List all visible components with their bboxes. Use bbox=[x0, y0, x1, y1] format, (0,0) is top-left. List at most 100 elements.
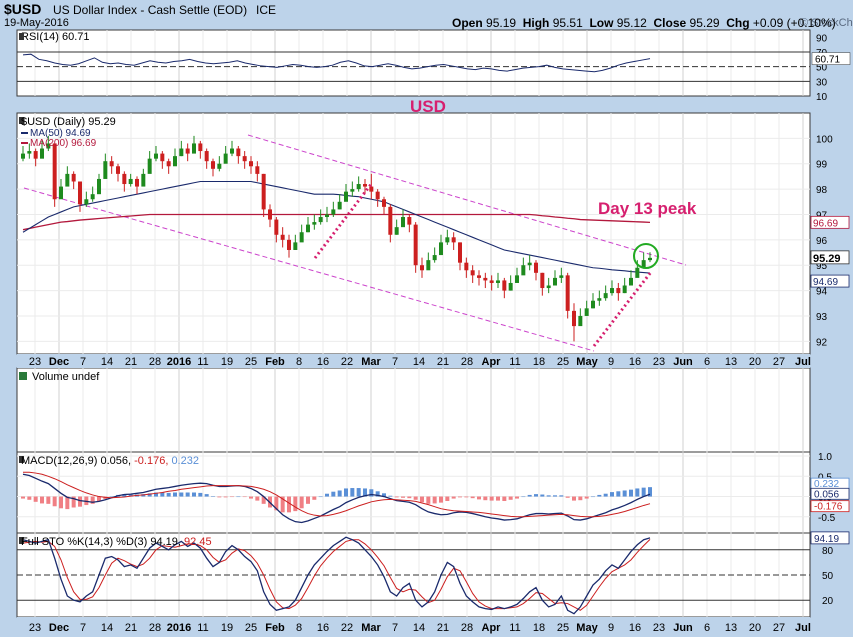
macd-histogram-bar bbox=[122, 494, 127, 497]
macd-histogram-bar bbox=[192, 492, 196, 497]
macd-histogram-bar bbox=[78, 496, 82, 507]
candle-body bbox=[483, 277, 488, 281]
trendline-left bbox=[313, 182, 374, 259]
candle-body bbox=[109, 161, 114, 167]
x-axis-bottom-tick-label: Apr bbox=[482, 622, 502, 634]
x-axis-top-tick-label: 7 bbox=[80, 356, 86, 368]
candle-body bbox=[382, 199, 386, 207]
candle-body bbox=[103, 161, 108, 179]
macd-histogram-bar bbox=[65, 496, 70, 510]
macd-histogram-bar bbox=[21, 496, 25, 499]
candle-body bbox=[71, 173, 76, 182]
candle-body bbox=[204, 151, 209, 162]
macd-histogram-bar bbox=[33, 496, 38, 502]
candle-body bbox=[318, 217, 323, 223]
x-axis-bottom-tick-label: Jul bbox=[795, 622, 811, 634]
candle-body bbox=[122, 173, 127, 185]
macd-histogram-bar bbox=[464, 496, 469, 498]
x-axis-top-tick-label: 11 bbox=[509, 356, 520, 368]
ma50-last-label: 94.69 bbox=[813, 277, 838, 288]
candle-body bbox=[641, 260, 646, 268]
macd-histogram-bar bbox=[565, 496, 570, 498]
price-y-tick: 98 bbox=[816, 185, 828, 196]
x-axis-bottom-tick-label: 14 bbox=[413, 622, 425, 634]
sto-legend-marker bbox=[19, 537, 24, 544]
last-close-label: 95.29 bbox=[813, 253, 841, 265]
macd-histogram-bar bbox=[629, 489, 633, 497]
macd-histogram-bar bbox=[375, 491, 380, 497]
candle-body bbox=[394, 227, 399, 235]
x-axis-top-tick-label: 21 bbox=[437, 356, 449, 368]
candle-body bbox=[451, 237, 456, 243]
macd-histogram-bar bbox=[401, 496, 405, 498]
macd-histogram-bar bbox=[413, 496, 418, 500]
candle-body bbox=[160, 153, 165, 162]
candle-body bbox=[236, 148, 241, 157]
candle-body bbox=[173, 156, 177, 167]
macd-histogram-bar bbox=[59, 496, 63, 509]
macd-histogram-bar bbox=[27, 496, 32, 500]
macd-histogram-bar bbox=[597, 494, 602, 497]
candle-body bbox=[306, 224, 310, 233]
macd-histogram-bar bbox=[223, 496, 228, 498]
x-axis-top-tick-label: 11 bbox=[197, 356, 208, 368]
x-axis-top-tick-label: 13 bbox=[725, 356, 737, 368]
candle-body bbox=[521, 265, 526, 276]
rsi-y-tick: 30 bbox=[816, 77, 828, 88]
macd-histogram-bar bbox=[363, 488, 367, 497]
candle-body bbox=[375, 191, 380, 200]
macd-histogram-bar bbox=[274, 496, 279, 511]
candle-body bbox=[464, 262, 469, 271]
x-axis-bottom-tick-label: 11 bbox=[509, 622, 520, 634]
x-axis-top-tick-label: 16 bbox=[317, 356, 329, 368]
macd-legend-marker bbox=[19, 456, 24, 463]
macd-histogram-bar bbox=[407, 496, 412, 499]
macd-histogram-bar bbox=[496, 496, 500, 501]
candle-body bbox=[21, 153, 25, 159]
macd-y-tick: -0.5 bbox=[818, 513, 836, 524]
macd-histogram-bar bbox=[147, 493, 152, 497]
macd-histogram-bar bbox=[534, 494, 538, 497]
x-axis-top-tick-label: 16 bbox=[629, 356, 641, 368]
rsi-legend-marker bbox=[19, 33, 24, 40]
macd-last-box bbox=[810, 487, 850, 500]
rsi-y-tick: 10 bbox=[816, 92, 828, 103]
candle-body bbox=[559, 275, 564, 278]
x-axis-bottom-tick-label: 7 bbox=[392, 622, 398, 634]
candle-body bbox=[223, 153, 228, 164]
candle-body bbox=[312, 222, 317, 225]
volume-panel bbox=[16, 367, 811, 453]
high-label: High bbox=[522, 16, 550, 30]
macd-histogram-bar bbox=[521, 496, 526, 498]
peak-circle bbox=[633, 243, 659, 269]
candle-body bbox=[369, 186, 374, 192]
x-axis-bottom-tick-label: 27 bbox=[773, 622, 785, 634]
x-axis-top-tick-label: 19 bbox=[221, 356, 233, 368]
price-panel bbox=[16, 112, 811, 355]
macd-histogram-bar bbox=[559, 495, 564, 497]
macd-histogram-bar bbox=[185, 492, 190, 497]
macd-signal-last-box bbox=[810, 500, 850, 513]
macd-histogram-bar bbox=[154, 492, 158, 497]
candle-body bbox=[388, 206, 393, 235]
macd-histogram-bar bbox=[242, 496, 247, 498]
macd-histogram-bar bbox=[477, 496, 481, 500]
sto-last-box bbox=[810, 531, 850, 545]
macd-histogram-bar bbox=[306, 496, 310, 504]
x-axis-bottom-tick-label: May bbox=[576, 622, 598, 634]
x-axis-top-tick-label: 25 bbox=[245, 356, 257, 368]
macd-histogram-bar bbox=[470, 496, 475, 499]
candle-body bbox=[603, 293, 608, 299]
candle-body bbox=[413, 224, 418, 266]
x-axis-bottom-tick-label: 25 bbox=[557, 622, 569, 634]
ma200-legend: MA(200) 96.69 bbox=[30, 138, 97, 149]
x-axis-bottom-tick-label: 20 bbox=[749, 622, 761, 634]
x-axis-top-tick-label: 9 bbox=[608, 356, 614, 368]
sto-d-line bbox=[22, 538, 651, 611]
x-axis-top-tick-label: 23 bbox=[653, 356, 665, 368]
price-legend: $USD (Daily) 95.29 bbox=[21, 116, 116, 128]
x-axis-top-tick-label: 23 bbox=[29, 356, 41, 368]
macd-histogram-bar bbox=[546, 495, 551, 497]
macd-histogram-bar bbox=[299, 496, 304, 509]
